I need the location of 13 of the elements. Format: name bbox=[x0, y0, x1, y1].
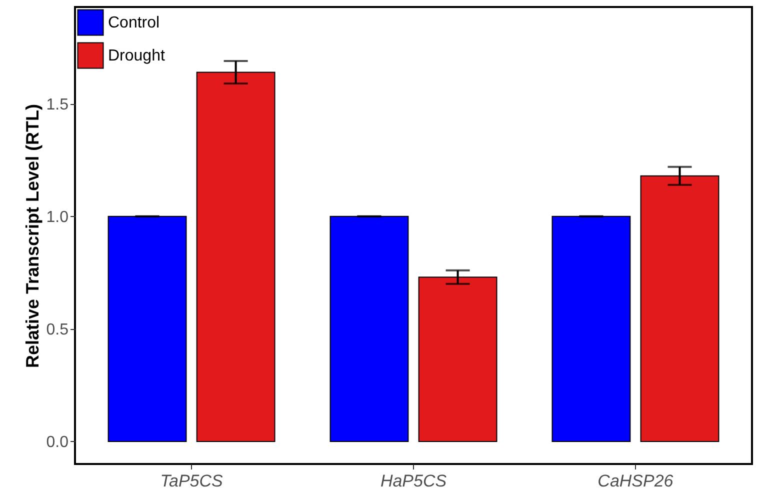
legend-label: Control bbox=[108, 14, 160, 32]
y-axis-title: Relative Transcript Level (RTL) bbox=[22, 104, 42, 368]
x-tick-label: HaP5CS bbox=[380, 472, 448, 490]
bar bbox=[330, 216, 409, 442]
bar bbox=[552, 216, 631, 442]
legend-label: Drought bbox=[108, 48, 166, 64]
y-tick-label: 0.0 bbox=[46, 434, 69, 451]
x-tick-label: TaP5CS bbox=[160, 472, 224, 490]
y-tick-label: 1.0 bbox=[46, 208, 69, 226]
y-tick-label: 1.5 bbox=[46, 96, 69, 114]
x-tick-label: CaHSP26 bbox=[598, 472, 674, 490]
y-tick-label: 0.5 bbox=[46, 321, 69, 338]
bar bbox=[108, 216, 187, 442]
